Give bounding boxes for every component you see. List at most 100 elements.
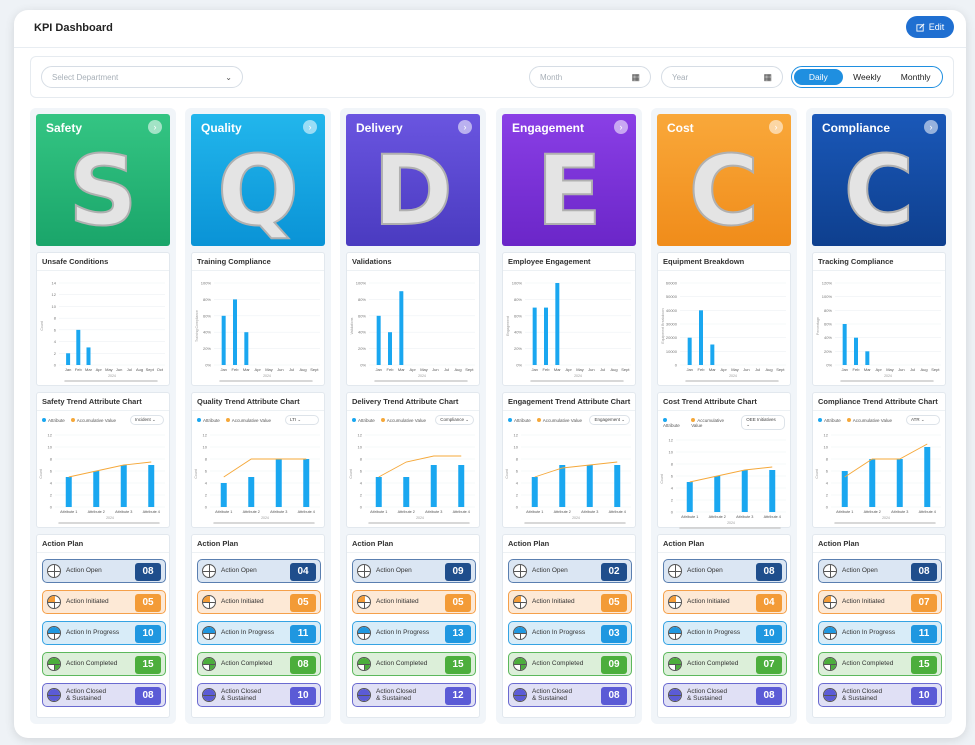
accumulative-line bbox=[223, 458, 307, 478]
y-tick-label: 20% bbox=[358, 346, 366, 351]
action-row[interactable]: Action Initiated 05 bbox=[197, 590, 321, 614]
y-tick-label: 6 bbox=[54, 327, 57, 332]
chevron-right-icon[interactable]: › bbox=[769, 120, 783, 134]
y-tick-label: 0 bbox=[54, 363, 57, 368]
y-tick-label: 4 bbox=[205, 481, 208, 486]
action-row[interactable]: Action Closed & Sustained 08 bbox=[42, 683, 166, 707]
trend-bar-chart: 0 2 4 6 8 10 12 Count Attribute 1 Attribute 2 Attr… bbox=[194, 433, 320, 524]
department-select[interactable]: Select Department ⌄ bbox=[41, 66, 243, 88]
y-tick-label: 80% bbox=[358, 297, 366, 302]
action-label: Action Initiated bbox=[842, 598, 885, 606]
x-tick-label: May bbox=[105, 367, 113, 372]
action-row[interactable]: Action Initiated 05 bbox=[508, 590, 632, 614]
trend-title: Compliance Trend Attribute Chart bbox=[813, 393, 945, 411]
action-row[interactable]: Action In Progress 11 bbox=[818, 621, 942, 645]
legend-accumulative: Accumulative Value bbox=[691, 417, 724, 428]
kpi-tile[interactable]: Quality › Q bbox=[191, 114, 325, 246]
x-tick-label: Jan bbox=[375, 367, 381, 372]
trend-attribute-select[interactable]: Incident ⌄ bbox=[130, 415, 164, 425]
trend-attribute-select[interactable]: ATR ⌄ bbox=[906, 415, 940, 425]
action-count: 08 bbox=[911, 563, 937, 581]
trend-attribute-select[interactable]: OEE Initiatives ⌄ bbox=[741, 415, 785, 430]
action-row[interactable]: Action Closed & Sustained 12 bbox=[352, 683, 476, 707]
accumulative-line bbox=[689, 466, 773, 483]
kpi-tile[interactable]: Compliance › C bbox=[812, 114, 946, 246]
action-row[interactable]: Action Closed & Sustained 08 bbox=[508, 683, 632, 707]
kpi-tile-label: Delivery bbox=[356, 121, 403, 135]
action-plan-panel: Action Plan Action Open 08 Action Initiate… bbox=[657, 534, 791, 718]
action-row[interactable]: Action Open 09 bbox=[352, 559, 476, 583]
action-row[interactable]: Action Completed 15 bbox=[42, 652, 166, 676]
toggle-weekly[interactable]: Weekly bbox=[853, 72, 881, 82]
action-row[interactable]: Action Closed & Sustained 08 bbox=[663, 683, 787, 707]
action-row[interactable]: Action Completed 08 bbox=[197, 652, 321, 676]
y-tick-label: 10 bbox=[514, 445, 519, 450]
action-row[interactable]: Action In Progress 03 bbox=[508, 621, 632, 645]
y-tick-label: 10 bbox=[203, 445, 208, 450]
x-tick-label: Attribute 3 bbox=[891, 510, 908, 514]
action-label: Action In Progress bbox=[842, 629, 896, 637]
x-tick-label: Jan bbox=[841, 367, 847, 372]
toggle-monthly[interactable]: Monthly bbox=[900, 72, 931, 82]
action-row[interactable]: Action Open 08 bbox=[818, 559, 942, 583]
action-row[interactable]: Action Completed 07 bbox=[663, 652, 787, 676]
chevron-right-icon[interactable]: › bbox=[148, 120, 162, 134]
action-count: 11 bbox=[290, 625, 316, 643]
x-axis-label: 2024 bbox=[418, 374, 426, 378]
month-field[interactable]: Month ▦ bbox=[529, 66, 651, 88]
action-row[interactable]: Action In Progress 10 bbox=[42, 621, 166, 645]
progress-circle-icon bbox=[202, 626, 216, 640]
trend-attribute-select[interactable]: LTI ⌄ bbox=[285, 415, 319, 425]
chevron-right-icon[interactable]: › bbox=[924, 120, 938, 134]
trend-panel: Compliance Trend Attribute Chart Attribu… bbox=[812, 392, 946, 528]
kpi-tile[interactable]: Engagement › E bbox=[502, 114, 636, 246]
action-plan-title: Action Plan bbox=[347, 535, 479, 553]
x-tick-label: Sept bbox=[310, 367, 319, 372]
trend-attribute-select[interactable]: Engagement ⌄ bbox=[589, 415, 630, 425]
chevron-right-icon[interactable]: › bbox=[303, 120, 317, 134]
edit-button[interactable]: Edit bbox=[906, 16, 954, 38]
x-tick-label: Jan bbox=[686, 367, 692, 372]
action-label: Action Initiated bbox=[687, 598, 730, 606]
x-tick-label: Attribute 4 bbox=[609, 510, 626, 514]
y-tick-label: 60% bbox=[203, 313, 211, 318]
kpi-tile[interactable]: Safety › S bbox=[36, 114, 170, 246]
x-tick-label: Jul bbox=[289, 367, 294, 372]
year-field[interactable]: Year ▦ bbox=[661, 66, 783, 88]
dashboard-frame: KPI Dashboard Edit Select Department ⌄ M… bbox=[14, 10, 966, 738]
trend-attribute-select[interactable]: Compliance ⌄ bbox=[435, 415, 474, 425]
action-row[interactable]: Action Open 08 bbox=[663, 559, 787, 583]
metric-bar bbox=[233, 299, 237, 365]
action-row[interactable]: Action In Progress 13 bbox=[352, 621, 476, 645]
kpi-tile[interactable]: Cost › C bbox=[657, 114, 791, 246]
action-row[interactable]: Action Open 08 bbox=[42, 559, 166, 583]
x-tick-label: Jun bbox=[588, 367, 594, 372]
action-row[interactable]: Action Closed & Sustained 10 bbox=[197, 683, 321, 707]
toggle-daily[interactable]: Daily bbox=[794, 69, 843, 85]
action-row[interactable]: Action Closed & Sustained 10 bbox=[818, 683, 942, 707]
action-row[interactable]: Action Initiated 07 bbox=[818, 590, 942, 614]
legend-accumulative: Accumulative Value bbox=[70, 417, 116, 423]
action-row[interactable]: Action Initiated 05 bbox=[42, 590, 166, 614]
action-row[interactable]: Action Initiated 04 bbox=[663, 590, 787, 614]
action-row[interactable]: Action Initiated 05 bbox=[352, 590, 476, 614]
action-row[interactable]: Action In Progress 10 bbox=[663, 621, 787, 645]
x-tick-label: Apr bbox=[410, 367, 417, 372]
action-row[interactable]: Action Open 02 bbox=[508, 559, 632, 583]
action-row[interactable]: Action Completed 09 bbox=[508, 652, 632, 676]
x-axis-label: 2024 bbox=[574, 374, 582, 378]
x-tick-label: Mar bbox=[85, 367, 93, 372]
action-row[interactable]: Action Open 04 bbox=[197, 559, 321, 583]
chevron-right-icon[interactable]: › bbox=[614, 120, 628, 134]
action-row[interactable]: Action Completed 15 bbox=[818, 652, 942, 676]
action-row[interactable]: Action In Progress 11 bbox=[197, 621, 321, 645]
x-tick-label: Attribute 1 bbox=[681, 515, 698, 519]
kpi-tile[interactable]: Delivery › D bbox=[346, 114, 480, 246]
chevron-right-icon[interactable]: › bbox=[458, 120, 472, 134]
action-row[interactable]: Action Completed 15 bbox=[352, 652, 476, 676]
x-tick-label: Attribute 2 bbox=[243, 510, 260, 514]
metric-panel: Unsafe Conditions 0 2 4 6 8 10 12 14 Count Jan Feb… bbox=[36, 252, 170, 386]
y-tick-label: 20% bbox=[824, 349, 832, 354]
metric-bar bbox=[66, 353, 71, 365]
x-tick-label: Mar bbox=[554, 367, 562, 372]
